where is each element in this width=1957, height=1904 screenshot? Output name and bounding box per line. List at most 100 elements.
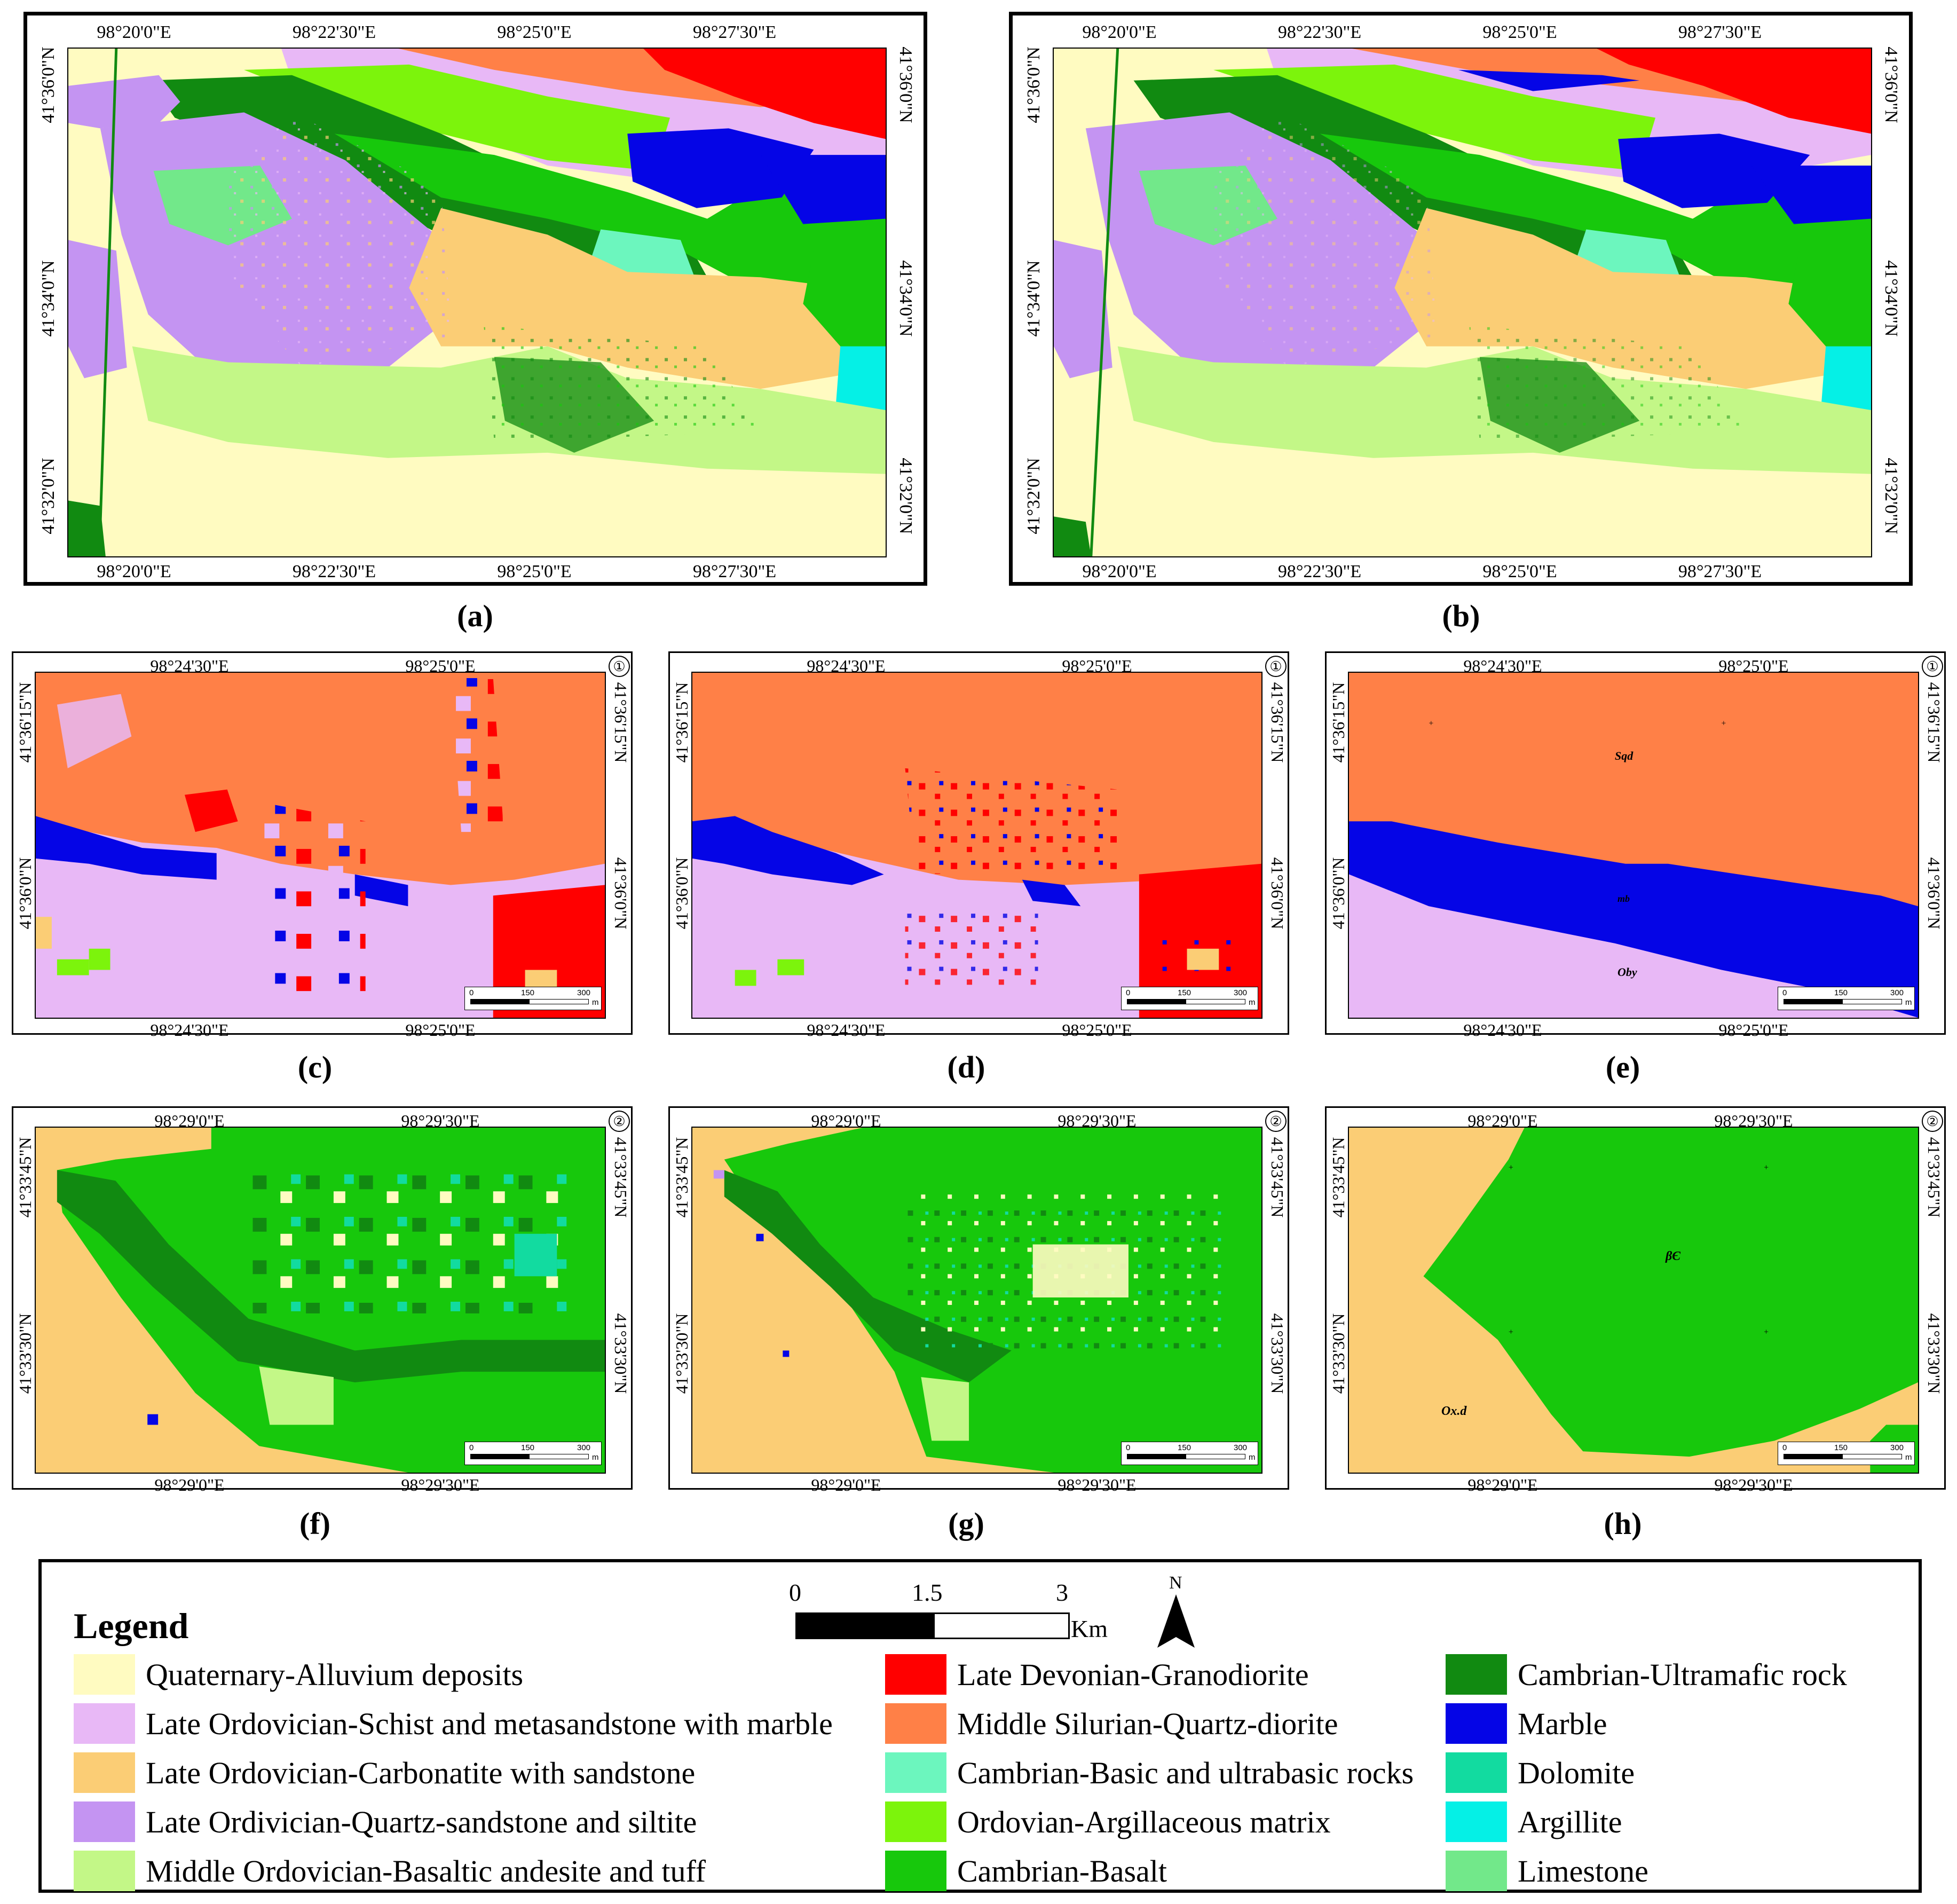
left-tick: 41°33'45"N [15, 1137, 35, 1218]
top-tick: 98°27'30"E [692, 22, 777, 42]
bottom-tick: 98°29'0"E [811, 1475, 881, 1494]
legend-item: Marble [1446, 1702, 1607, 1745]
panel-d-map [691, 672, 1262, 1019]
right-tick: 41°36'15"N [611, 682, 630, 763]
svg-text:+: + [1429, 719, 1433, 728]
panel-a-map [67, 48, 887, 557]
right-tick: 41°36'0"N [1881, 46, 1901, 123]
legend-item: Cambrian-Ultramafic rock [1446, 1653, 1847, 1696]
area-marker: ① [1265, 656, 1287, 677]
panel-g: ② 98°29'0"E 98°29'30"E 98°29'0"E 98°29'3… [668, 1106, 1289, 1494]
panel-f-map [35, 1127, 606, 1474]
left-tick: 41°33'30"N [672, 1313, 691, 1394]
legend-label: Argillite [1518, 1804, 1622, 1839]
panel-b: 98°20'0"E 98°22'30"E 98°25'0"E 98°27'30"… [1009, 12, 1913, 586]
bottom-tick: 98°29'0"E [1467, 1475, 1538, 1494]
bottom-tick: 98°25'0"E [405, 1020, 476, 1040]
bottom-tick: 98°25'0"E [1062, 1020, 1132, 1040]
bottom-tick: 98°22'30"E [292, 562, 376, 581]
bottom-tick: 98°27'30"E [1678, 562, 1762, 581]
top-tick: 98°20'0"E [97, 22, 171, 42]
map-b-classification [1054, 49, 1871, 556]
legend-item: Middle Ordovician-Basaltic andesite and … [74, 1850, 706, 1892]
left-tick: 41°36'0"N [1024, 46, 1044, 123]
bottom-tick: 98°24'30"E [1463, 1020, 1542, 1040]
legend-label: Quaternary-Alluvium deposits [146, 1657, 524, 1692]
panel-d: ① 98°24'30"E 98°25'0"E 98°24'30"E 98°25'… [668, 651, 1289, 1040]
legend-label: Late Devonian-Granodiorite [957, 1657, 1309, 1692]
scale-bar: 0 150 300 m [1121, 987, 1258, 1010]
right-tick: 41°33'45"N [611, 1137, 630, 1218]
bottom-tick: 98°27'30"E [692, 562, 777, 581]
scale-bar: 0 150 300 m [464, 1442, 602, 1465]
map-e-geology: + + [1349, 673, 1918, 1018]
legend-label: Late Ordivician-Quartz-sandstone and sil… [146, 1804, 697, 1839]
right-tick: 41°33'30"N [611, 1313, 630, 1394]
panel-g-map [691, 1127, 1262, 1474]
bottom-tick: 98°24'30"E [807, 1020, 886, 1040]
left-tick: 41°36'15"N [672, 682, 691, 763]
panel-c-map [35, 672, 606, 1019]
legend-swatch [885, 1654, 946, 1695]
legend-item: Ordovian-Argillaceous matrix [885, 1800, 1331, 1843]
unit-label: Oby [1617, 965, 1637, 979]
legend-label: Marble [1518, 1706, 1607, 1741]
legend-item: Late Ordivician-Quartz-sandstone and sil… [74, 1800, 697, 1843]
right-tick: 41°34'0"N [896, 260, 916, 337]
top-tick: 98°25'0"E [1062, 656, 1132, 675]
right-tick: 41°36'0"N [1924, 857, 1944, 930]
bottom-tick: 98°20'0"E [1082, 562, 1157, 581]
panel-h: + + + + βЄ Ox.d ② 98°29'0"E 98°29'30"E 9… [1325, 1106, 1946, 1494]
legend-label: Late Ordovician-Schist and metasandstone… [146, 1706, 833, 1741]
area-marker: ② [1265, 1111, 1287, 1132]
panel-f-caption: (f) [299, 1506, 330, 1541]
top-tick: 98°29'30"E [1714, 1111, 1793, 1130]
legend-label: Cambrian-Basic and ultrabasic rocks [957, 1755, 1414, 1790]
right-tick: 41°34'0"N [1881, 260, 1901, 337]
legend-label: Cambrian-Ultramafic rock [1518, 1657, 1847, 1692]
map-a-classification [68, 49, 886, 556]
bottom-tick: 98°29'30"E [401, 1475, 480, 1494]
right-tick: 41°32'0"N [896, 458, 916, 534]
area-marker: ① [1922, 656, 1943, 677]
km-scale-bar: 0 1.5 3 Km [789, 1579, 1108, 1642]
unit-label: Sqd [1615, 749, 1634, 762]
legend-label: Middle Silurian-Quartz-diorite [957, 1706, 1338, 1741]
legend-swatch [74, 1703, 135, 1744]
top-tick: 98°24'30"E [150, 656, 229, 675]
unit-label: βЄ [1666, 1249, 1681, 1263]
map-f-classification [36, 1128, 605, 1473]
legend-swatch [1446, 1752, 1507, 1793]
svg-text:+: + [1764, 1163, 1769, 1173]
right-tick: 41°36'15"N [1924, 682, 1944, 763]
top-tick: 98°27'30"E [1678, 22, 1762, 42]
area-marker: ① [609, 656, 630, 677]
panel-e-caption: (e) [1605, 1050, 1640, 1084]
legend-swatch [885, 1703, 946, 1744]
left-tick: 41°36'0"N [1329, 857, 1348, 930]
legend-label: Cambrian-Basalt [957, 1853, 1167, 1889]
bottom-tick: 98°25'0"E [497, 562, 572, 581]
top-tick: 98°25'0"E [497, 22, 572, 42]
right-tick: 41°33'45"N [1924, 1137, 1944, 1218]
legend-swatch [885, 1851, 946, 1891]
right-tick: 41°36'15"N [1268, 682, 1287, 763]
legend-swatch [885, 1801, 946, 1842]
right-tick: 41°36'0"N [611, 857, 630, 930]
legend-item: Late Ordovician-Schist and metasandstone… [74, 1702, 833, 1745]
right-tick: 41°32'0"N [1881, 458, 1901, 534]
svg-text:+: + [1509, 1163, 1513, 1173]
map-h-geology: + + + + [1349, 1128, 1918, 1473]
top-tick: 98°25'0"E [405, 656, 476, 675]
legend-item: Limestone [1446, 1850, 1648, 1892]
top-tick: 98°25'0"E [1482, 22, 1557, 42]
legend-item: Argillite [1446, 1800, 1622, 1843]
panel-g-caption: (g) [948, 1506, 984, 1541]
left-tick: 41°36'15"N [15, 682, 35, 763]
svg-text:+: + [1509, 1328, 1513, 1337]
top-tick: 98°29'0"E [811, 1111, 881, 1130]
bottom-tick: 98°25'0"E [1482, 562, 1557, 581]
unit-label: Ox.d [1441, 1404, 1467, 1418]
panel-h-map: + + + + [1348, 1127, 1919, 1474]
left-tick: 41°36'0"N [15, 857, 35, 930]
